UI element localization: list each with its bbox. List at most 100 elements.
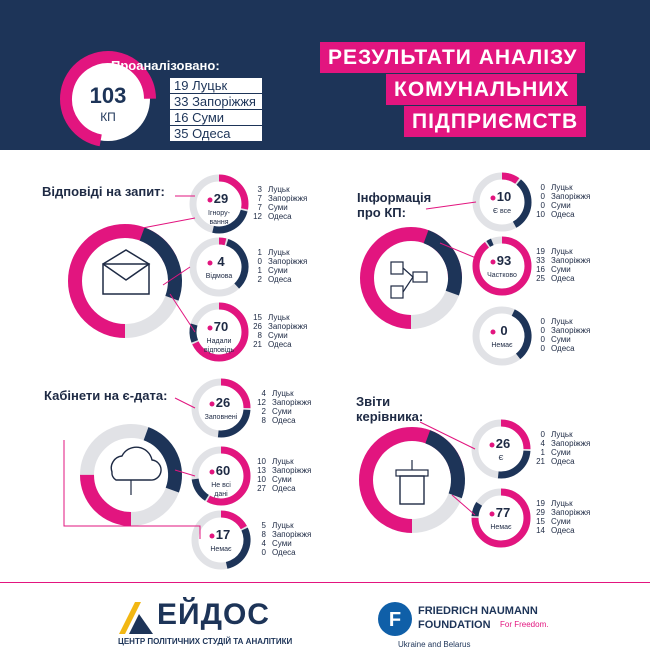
responses-connector [131,217,196,231]
info-cities-2-count: 0 [541,326,546,335]
responses-cities-1-city: Запоріжжя [268,257,307,266]
reports-donut-1-label: Немає [490,524,512,531]
cabinets-cities-1-city: Одеса [272,484,296,493]
cabinets-donut-1-label: дані [214,490,228,498]
cabinets-cities-1-count: 13 [257,466,266,475]
info-cities-1-count: 16 [536,265,545,274]
reports-connector [419,421,476,450]
responses-donut-2-label: Надали [207,338,232,345]
reports-donut-1-dot [489,511,495,517]
info-donut-1-arc [472,236,532,296]
responses-donut-2-label: відповідь [204,346,234,354]
header-city-row: 16 Суми [170,110,262,125]
cabinets-cities-2-city: Одеса [272,548,296,557]
responses-cities-1-city: Луцьк [268,248,290,257]
reports-cities-0-city: Суми [551,448,571,457]
flowchart-icon-box2 [390,285,404,299]
reports-big-donut-arc-pink [359,427,465,533]
cabinets-cities-1-city: Суми [272,475,292,484]
cabinets-donut-1-value: 60 [216,463,230,478]
cabinets-donut-2-arc-dark [191,510,251,570]
info-title: Інформація [357,190,431,205]
cabinets-cities-1-count: 10 [257,457,266,466]
reports-cities-1-city: Луцьк [551,499,573,508]
reports-donut-0-label: Є [498,455,503,462]
info-donut-2-value: 0 [500,323,507,338]
podium-icon [399,475,425,505]
cloud-network-icon [110,446,162,481]
reports-cities-0-city: Луцьк [551,430,573,439]
cabinets-donut-1-label: Не всі [211,481,231,489]
cabinets-donut-2-value: 17 [216,527,230,542]
info-cities-2-count: 0 [541,344,546,353]
info-cities-2-city: Суми [551,335,571,344]
responses-donut-0-dot [207,197,213,203]
reports-connector [451,494,476,516]
responses-cities-1-city: Суми [268,266,288,275]
responses-donut-1-label: Відмова [206,272,233,280]
reports-cities-1-count: 19 [536,499,545,508]
reports-cities-1-count: 15 [536,517,545,526]
responses-title: Відповіді на запит: [42,184,165,199]
info-cities-1-count: 19 [536,247,545,256]
cabinets-big-donut-arc-pink [80,424,182,526]
responses-cities-2-city: Запоріжжя [268,322,307,331]
cabinets-cities-2-city: Запоріжжя [272,530,311,539]
responses-donut-0-label: вання [209,219,228,226]
cabinets-cities-0-count: 8 [262,416,267,425]
eidos-subtitle: ЦЕНТР ПОЛІТИЧНИХ СТУДІЙ ТА АНАЛІТИКИ [118,637,293,646]
cabinets-cities-0-city: Суми [272,407,292,416]
cabinets-donut-2-dot [209,533,215,539]
cabinets-cities-0-city: Луцьк [272,389,294,398]
responses-cities-2-city: Одеса [268,340,292,349]
cabinets-cities-0-city: Запоріжжя [272,398,311,407]
reports-donut-1-arc-dark [471,488,531,548]
info-cities-0-city: Луцьк [551,183,573,192]
reports-donut-0-arc-dark [471,419,531,479]
info-cities-0-city: Одеса [551,210,575,219]
svg-text:F: F [389,609,401,631]
info-cities-0-count: 10 [536,210,545,219]
responses-cities-0-count: 12 [253,212,262,221]
cabinets-donut-1-arc-dark [191,446,251,506]
cabinets-donut-0-arc [191,378,251,438]
cabinets-connector [174,397,196,409]
responses-cities-0-city: Суми [268,203,288,212]
cabinets-cities-0-count: 12 [257,398,266,407]
cabinets-cities-0-count: 4 [262,389,267,398]
responses-cities-1-count: 0 [258,257,263,266]
cabinets-cities-2-count: 8 [262,530,267,539]
info-cities-0-count: 0 [541,183,546,192]
cabinets-cities-2-city: Суми [272,539,292,548]
cabinets-cities-1-count: 27 [257,484,266,493]
fnf-logo-icon: F [378,602,412,636]
reports-title: Звіти [356,394,390,409]
reports-cities-0-count: 1 [541,448,546,457]
responses-cities-0-city: Запоріжжя [268,194,307,203]
responses-cities-1-count: 1 [258,248,263,257]
info-cities-1-city: Запоріжжя [551,256,590,265]
eidos-logo-icon [119,602,153,634]
cabinets-cities-2-count: 0 [262,548,267,557]
reports-cities-1-count: 29 [536,508,545,517]
info-cities-1-city: Луцьк [551,247,573,256]
responses-cities-2-count: 8 [258,331,263,340]
responses-donut-1-value: 4 [217,254,225,269]
responses-cities-2-count: 21 [253,340,262,349]
reports-donut-1-value: 77 [496,505,510,520]
cabinets-big-donut-arc-navy [80,424,182,526]
reports-cities-0-city: Запоріжжя [551,439,590,448]
responses-cities-0-count: 7 [258,203,263,212]
total-value: 103 [90,83,127,108]
info-cities-1-count: 33 [536,256,545,265]
fnf-name-line-2: FOUNDATION [418,619,491,631]
header-banner: 103 КП Проаналізовано: 19 Луцьк 33 Запорі… [0,0,650,150]
responses-cities-1-city: Одеса [268,275,292,284]
info-cities-2-city: Луцьк [551,317,573,326]
cabinets-connector [174,469,196,477]
cabinets-title: Кабінети на є-дата: [44,388,167,403]
responses-cities-0-city: Луцьк [268,185,290,194]
responses-big-donut-arc-pink [68,224,182,338]
cabinets-donut-0-dot [209,401,215,407]
info-cities-0-city: Запоріжжя [551,192,590,201]
